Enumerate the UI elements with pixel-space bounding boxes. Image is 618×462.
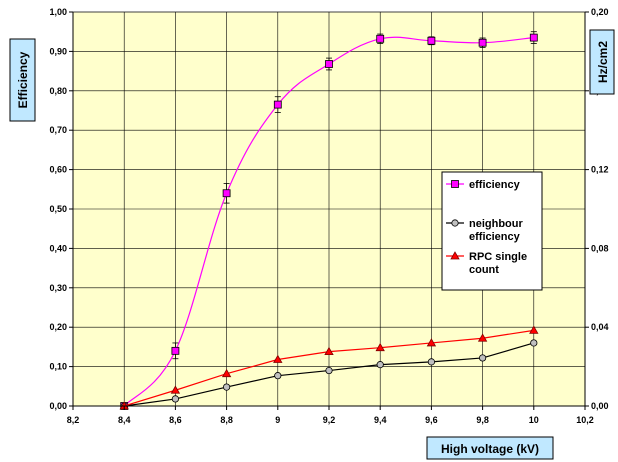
x-tick-label: 9,2 <box>323 415 336 425</box>
tick-labels: 8,2 8,4 8,6 8,8 9 9,2 9,4 9,6 9,8 10 10,2 0,00 0,10 0… <box>49 7 608 425</box>
x-tick-label: 9,6 <box>425 415 438 425</box>
y-tick-label: 0,40 <box>49 243 67 253</box>
series-line <box>123 36 534 407</box>
legend-label: efficiency <box>469 179 521 191</box>
data-point <box>221 368 232 378</box>
x-tick-label: 8,6 <box>169 415 182 425</box>
legend-label: RPC single <box>469 251 527 263</box>
y-tick-label: 0,70 <box>49 125 67 135</box>
y-tick-label: 0,90 <box>49 46 67 56</box>
y2-tick-label: 0,12 <box>591 165 609 175</box>
data-point <box>376 361 384 369</box>
data-point <box>529 33 538 42</box>
data-point <box>325 60 333 68</box>
x-tick-label: 8,2 <box>67 415 80 425</box>
y2-axis-title: Hz/cm2 <box>596 41 610 83</box>
y-axis-title: Efficiency <box>16 51 30 108</box>
x-tick-label: 8,4 <box>118 415 131 425</box>
legend-marker <box>450 251 460 260</box>
legend-marker <box>451 219 459 227</box>
y-tick-label: 1,00 <box>49 7 67 17</box>
legend-label: count <box>469 264 499 276</box>
x-tick-label: 10,2 <box>576 415 594 425</box>
series-layer <box>119 31 539 410</box>
data-point <box>477 333 488 342</box>
data-point <box>171 395 179 403</box>
x-tick-label: 10 <box>529 415 539 425</box>
data-point <box>375 342 385 352</box>
series-0 <box>120 31 538 410</box>
y2-tick-label: 0,04 <box>591 322 609 332</box>
y2-tick-label: 0,00 <box>591 401 609 411</box>
data-point <box>427 36 436 45</box>
x-tick-label: 9,4 <box>374 415 387 425</box>
y-tick-label: 0,10 <box>49 362 67 372</box>
legend-marker <box>451 180 459 188</box>
data-point <box>529 325 539 334</box>
legend-label: neighbour <box>469 218 523 230</box>
data-point <box>324 346 334 356</box>
x-tick-label: 8,8 <box>220 415 233 425</box>
y2-tick-label: 0,20 <box>591 7 609 17</box>
data-point <box>426 338 437 347</box>
data-point <box>273 100 282 109</box>
x-tick-label: 9,8 <box>476 415 489 425</box>
y-tick-label: 0,50 <box>49 204 67 214</box>
x-axis-title: High voltage (kV) <box>441 442 539 456</box>
legend-box <box>441 171 543 291</box>
data-point <box>274 372 282 380</box>
data-point <box>222 189 231 198</box>
y-tick-label: 0,80 <box>49 86 67 96</box>
data-point <box>478 354 487 362</box>
x-axis-title-box: High voltage (kV) <box>426 436 554 460</box>
y-tick-label: 0,20 <box>49 322 67 332</box>
data-point <box>223 383 231 391</box>
legend-item-0: efficiency <box>446 179 521 191</box>
data-point <box>171 346 180 355</box>
data-point <box>376 34 385 43</box>
legend-label: efficiency <box>469 231 521 243</box>
y-tick-label: 0,00 <box>49 401 67 411</box>
data-point <box>478 38 487 47</box>
data-point <box>427 358 435 366</box>
data-point <box>530 339 538 347</box>
data-point <box>170 385 181 394</box>
data-point <box>325 366 333 375</box>
y2-axis-title-box: Hz/cm2 <box>589 29 615 95</box>
x-tick-label: 9 <box>275 415 280 425</box>
data-point <box>273 354 283 363</box>
y-tick-label: 0,30 <box>49 283 67 293</box>
y2-tick-label: 0,08 <box>591 243 609 253</box>
y-axis-title-box: Efficiency <box>9 38 36 122</box>
y-tick-label: 0,60 <box>49 165 67 175</box>
